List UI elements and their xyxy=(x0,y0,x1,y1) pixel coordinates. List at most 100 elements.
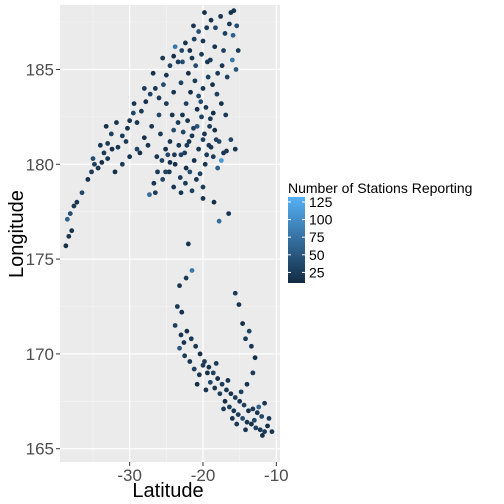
data-point xyxy=(231,408,237,414)
data-point xyxy=(243,427,248,433)
data-point xyxy=(202,359,207,364)
data-point xyxy=(112,169,118,175)
data-point xyxy=(230,32,236,38)
data-point xyxy=(208,144,214,150)
data-point xyxy=(179,309,185,315)
data-point xyxy=(143,99,149,105)
data-point xyxy=(212,385,218,391)
data-point xyxy=(149,123,155,129)
data-point xyxy=(227,21,232,27)
data-point xyxy=(210,154,216,160)
data-point xyxy=(180,112,185,118)
data-point xyxy=(90,156,96,161)
data-point xyxy=(250,370,256,376)
data-point xyxy=(196,93,202,99)
data-point xyxy=(169,112,175,118)
data-point xyxy=(217,391,223,397)
data-point xyxy=(202,131,207,137)
data-point xyxy=(257,427,263,433)
data-point xyxy=(179,48,185,53)
data-point xyxy=(205,370,210,376)
data-point xyxy=(194,106,200,112)
data-point xyxy=(177,175,183,180)
data-point xyxy=(252,355,258,361)
data-point xyxy=(212,44,218,50)
data-point xyxy=(171,89,177,95)
data-point xyxy=(196,372,202,378)
data-point xyxy=(226,211,232,216)
data-point xyxy=(240,415,246,421)
data-point xyxy=(130,110,136,116)
data-point xyxy=(203,387,209,393)
data-point xyxy=(199,114,204,120)
data-point xyxy=(134,120,140,125)
data-point xyxy=(237,398,243,404)
data-point xyxy=(64,216,70,222)
data-point xyxy=(63,243,69,249)
data-point xyxy=(222,398,228,404)
data-point xyxy=(223,112,229,118)
data-point xyxy=(259,414,265,419)
data-point xyxy=(191,158,197,163)
data-point xyxy=(241,402,247,408)
data-point xyxy=(155,169,160,175)
data-point xyxy=(218,13,224,19)
data-point xyxy=(85,177,91,182)
data-point xyxy=(176,142,182,148)
data-point xyxy=(186,139,192,144)
data-point xyxy=(207,123,213,129)
data-point xyxy=(198,99,204,105)
data-point xyxy=(254,410,260,416)
data-point xyxy=(232,395,238,400)
data-point xyxy=(152,190,158,196)
data-point xyxy=(229,57,235,63)
data-point xyxy=(210,82,215,88)
data-point xyxy=(193,343,199,349)
data-point xyxy=(163,72,169,78)
data-point xyxy=(218,158,224,163)
data-point xyxy=(185,241,191,247)
data-point xyxy=(202,10,207,15)
data-point xyxy=(172,323,178,328)
data-point xyxy=(172,161,178,167)
data-point xyxy=(183,40,188,46)
data-point xyxy=(183,180,188,186)
data-point xyxy=(246,328,252,334)
data-point xyxy=(219,63,225,69)
y-tick-label: 180 xyxy=(26,155,54,174)
data-point xyxy=(163,146,169,152)
data-point xyxy=(103,123,109,129)
data-point xyxy=(183,275,189,281)
data-point xyxy=(215,165,221,171)
data-point xyxy=(260,433,265,438)
data-point xyxy=(207,116,213,122)
data-point xyxy=(160,177,166,182)
data-point xyxy=(101,150,107,156)
data-point xyxy=(119,161,125,167)
plot-panel xyxy=(60,5,280,462)
data-point xyxy=(139,108,144,114)
colorbar-label: 50 xyxy=(309,247,325,263)
data-point xyxy=(163,169,169,175)
data-point xyxy=(250,406,256,412)
data-point xyxy=(183,165,189,171)
data-point xyxy=(207,379,213,385)
data-point xyxy=(251,417,257,423)
data-point xyxy=(191,125,196,131)
data-point xyxy=(234,23,240,29)
data-point xyxy=(150,70,156,76)
data-point xyxy=(204,152,210,158)
data-point xyxy=(167,159,173,165)
data-point xyxy=(131,101,137,107)
data-point xyxy=(160,55,166,61)
data-point xyxy=(172,152,177,158)
data-point xyxy=(177,345,182,351)
data-point xyxy=(141,135,147,141)
data-point xyxy=(193,63,199,69)
data-point xyxy=(114,120,119,125)
data-point xyxy=(97,142,103,148)
x-tick-label: -30 xyxy=(117,466,142,485)
data-point xyxy=(200,38,206,44)
data-point xyxy=(213,360,219,366)
